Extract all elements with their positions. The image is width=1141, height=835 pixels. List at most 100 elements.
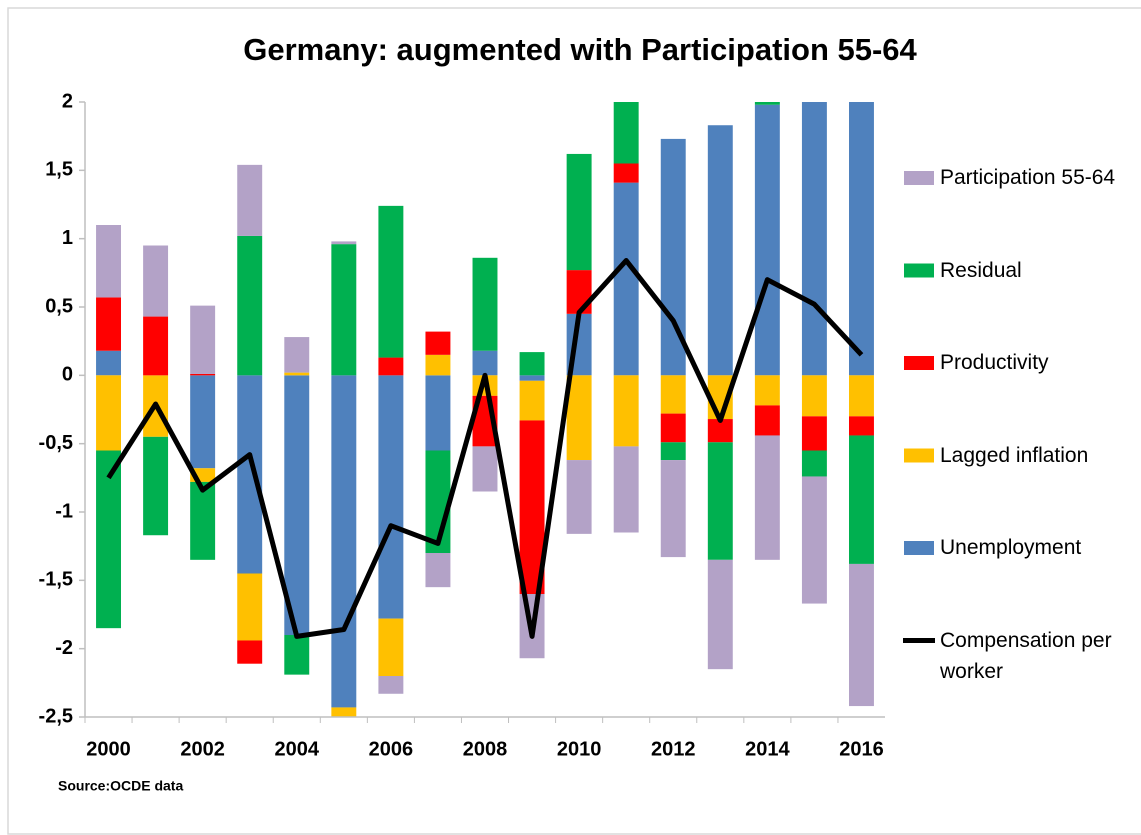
bar-segment bbox=[707, 442, 733, 560]
legend-label: Unemployment bbox=[940, 536, 1082, 559]
line bbox=[106, 258, 864, 639]
bar-segment bbox=[613, 163, 639, 183]
y-tick-label: 0,5 bbox=[45, 295, 73, 317]
bar-segment bbox=[190, 305, 216, 374]
y-tick-label: -1 bbox=[55, 500, 73, 522]
bar-segment bbox=[96, 297, 121, 351]
bar-segment bbox=[754, 405, 780, 436]
legend-swatch bbox=[904, 541, 934, 555]
bar-segment bbox=[849, 375, 874, 417]
bar-segment bbox=[237, 235, 263, 376]
legend-swatch bbox=[904, 171, 934, 185]
x-tick-label: 2016 bbox=[839, 738, 884, 760]
bar-segment bbox=[378, 618, 404, 676]
y-tick-label: 0 bbox=[62, 364, 73, 386]
bar-segment bbox=[378, 205, 404, 358]
bar-segment bbox=[331, 244, 357, 376]
x-tick-label: 2002 bbox=[180, 738, 225, 760]
bar-segment bbox=[237, 164, 263, 236]
y-tick-label: 1 bbox=[62, 227, 73, 249]
y-tick-label: -2,5 bbox=[39, 705, 73, 727]
bar-segment bbox=[96, 225, 121, 298]
bar-segment bbox=[801, 476, 827, 604]
x-tick-label: 2014 bbox=[745, 738, 790, 760]
x-tick-label: 2006 bbox=[369, 738, 414, 760]
bar-segment bbox=[472, 350, 498, 376]
bar-segment bbox=[566, 153, 592, 271]
bar-segment bbox=[143, 316, 169, 376]
bar-segment bbox=[613, 375, 639, 447]
bar-segment bbox=[284, 337, 310, 373]
bar-segment bbox=[284, 635, 310, 675]
bar-segment bbox=[96, 375, 121, 451]
bar-segment bbox=[707, 419, 733, 443]
bar-segment bbox=[660, 375, 686, 414]
y-tick-label: -1,5 bbox=[39, 569, 73, 591]
legend-label: Participation 55-64 bbox=[940, 166, 1116, 189]
bar-segment bbox=[143, 245, 169, 317]
bar-segment bbox=[237, 573, 263, 641]
bar-segment bbox=[519, 380, 545, 421]
bar-segment bbox=[801, 416, 827, 451]
bar-segment bbox=[660, 442, 686, 461]
chart-title: Germany: augmented with Participation 55… bbox=[243, 32, 917, 67]
y-tick-label: 2 bbox=[62, 90, 73, 112]
bar-segment bbox=[613, 182, 639, 376]
bar-segment bbox=[331, 707, 357, 717]
plot-area bbox=[96, 102, 874, 717]
bar-segment bbox=[801, 450, 827, 477]
x-tick-label: 2010 bbox=[557, 738, 602, 760]
bar-segment bbox=[566, 270, 592, 314]
bar-segment bbox=[754, 375, 780, 406]
x-tick-label: 2012 bbox=[651, 738, 696, 760]
bar-segment bbox=[519, 375, 545, 381]
bar-segment bbox=[660, 413, 686, 443]
bar-segment bbox=[707, 559, 733, 670]
x-tick-label: 2004 bbox=[275, 738, 320, 760]
bar-segment bbox=[96, 450, 121, 629]
bar-segment bbox=[237, 640, 263, 664]
legend-label: Residual bbox=[940, 258, 1022, 282]
y-tick-label: -0,5 bbox=[39, 432, 73, 454]
bar-segment bbox=[237, 375, 263, 574]
bar-segment bbox=[378, 676, 404, 694]
bar-segment bbox=[707, 125, 733, 376]
bar-segment bbox=[566, 460, 592, 534]
bar-segment bbox=[284, 375, 310, 635]
y-tick-label: 1,5 bbox=[45, 159, 73, 181]
bar-segment bbox=[378, 357, 404, 376]
bar-segment bbox=[96, 350, 121, 376]
bar-segment bbox=[284, 372, 310, 376]
bar-segment bbox=[754, 102, 780, 105]
bar-segment bbox=[143, 436, 169, 536]
bar-segment bbox=[472, 446, 498, 492]
legend-swatch bbox=[904, 263, 934, 278]
bar-segment bbox=[331, 375, 357, 708]
bar-segment bbox=[425, 354, 451, 376]
bar-segment bbox=[754, 104, 780, 376]
x-tick-label: 2000 bbox=[86, 738, 131, 760]
bar-segment bbox=[613, 102, 639, 164]
bar-segment bbox=[331, 241, 357, 245]
source-note: Source:OCDE data bbox=[58, 778, 183, 794]
bar-segment bbox=[190, 375, 216, 469]
bar-segment bbox=[613, 446, 639, 533]
bar-segment bbox=[849, 563, 874, 707]
bar-segment bbox=[754, 435, 780, 560]
bar-segment bbox=[425, 553, 451, 588]
bar-segment bbox=[425, 375, 451, 451]
bar-segment bbox=[660, 460, 686, 558]
bar-segment bbox=[849, 102, 874, 376]
legend-swatch bbox=[904, 448, 934, 463]
y-tick-label: -2 bbox=[55, 637, 73, 659]
bar-segment bbox=[190, 373, 216, 376]
bar-segment bbox=[849, 416, 874, 436]
bar-segment bbox=[849, 435, 874, 564]
bar-segment bbox=[378, 375, 404, 619]
bar-segment bbox=[190, 481, 216, 560]
legend-swatch bbox=[904, 356, 934, 370]
legend-label: Lagged inflation bbox=[940, 443, 1089, 467]
legend-label: Compensation per worker bbox=[940, 628, 1112, 683]
